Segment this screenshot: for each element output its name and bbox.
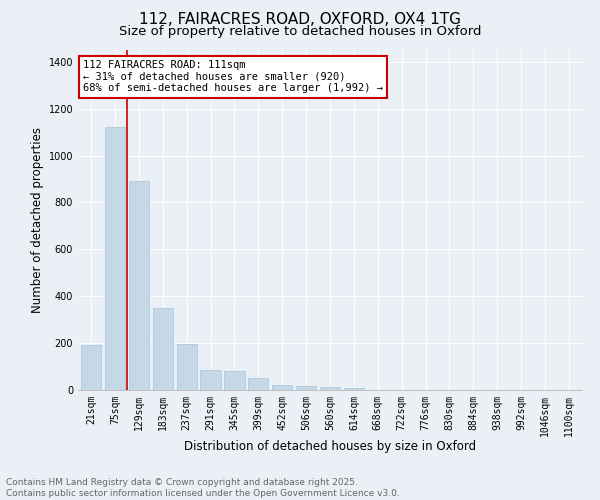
Bar (272, 386, 292, 390)
Bar (200, 370, 221, 390)
Text: Size of property relative to detached houses in Oxford: Size of property relative to detached ho… (119, 25, 481, 38)
Bar (320, 387, 340, 390)
Bar (152, 308, 173, 390)
Bar (344, 388, 364, 390)
X-axis label: Distribution of detached houses by size in Oxford: Distribution of detached houses by size … (184, 440, 476, 453)
Bar (224, 371, 245, 390)
Text: 112 FAIRACRES ROAD: 111sqm
← 31% of detached houses are smaller (920)
68% of sem: 112 FAIRACRES ROAD: 111sqm ← 31% of deta… (83, 60, 383, 94)
Bar (176, 344, 197, 390)
Bar (129, 182, 149, 390)
Bar (81, 344, 101, 390)
Bar (105, 128, 125, 390)
Bar (248, 378, 268, 390)
Text: 112, FAIRACRES ROAD, OXFORD, OX4 1TG: 112, FAIRACRES ROAD, OXFORD, OX4 1TG (139, 12, 461, 28)
Text: Contains HM Land Registry data © Crown copyright and database right 2025.
Contai: Contains HM Land Registry data © Crown c… (6, 478, 400, 498)
Y-axis label: Number of detached properties: Number of detached properties (31, 127, 44, 313)
Bar (296, 386, 316, 390)
